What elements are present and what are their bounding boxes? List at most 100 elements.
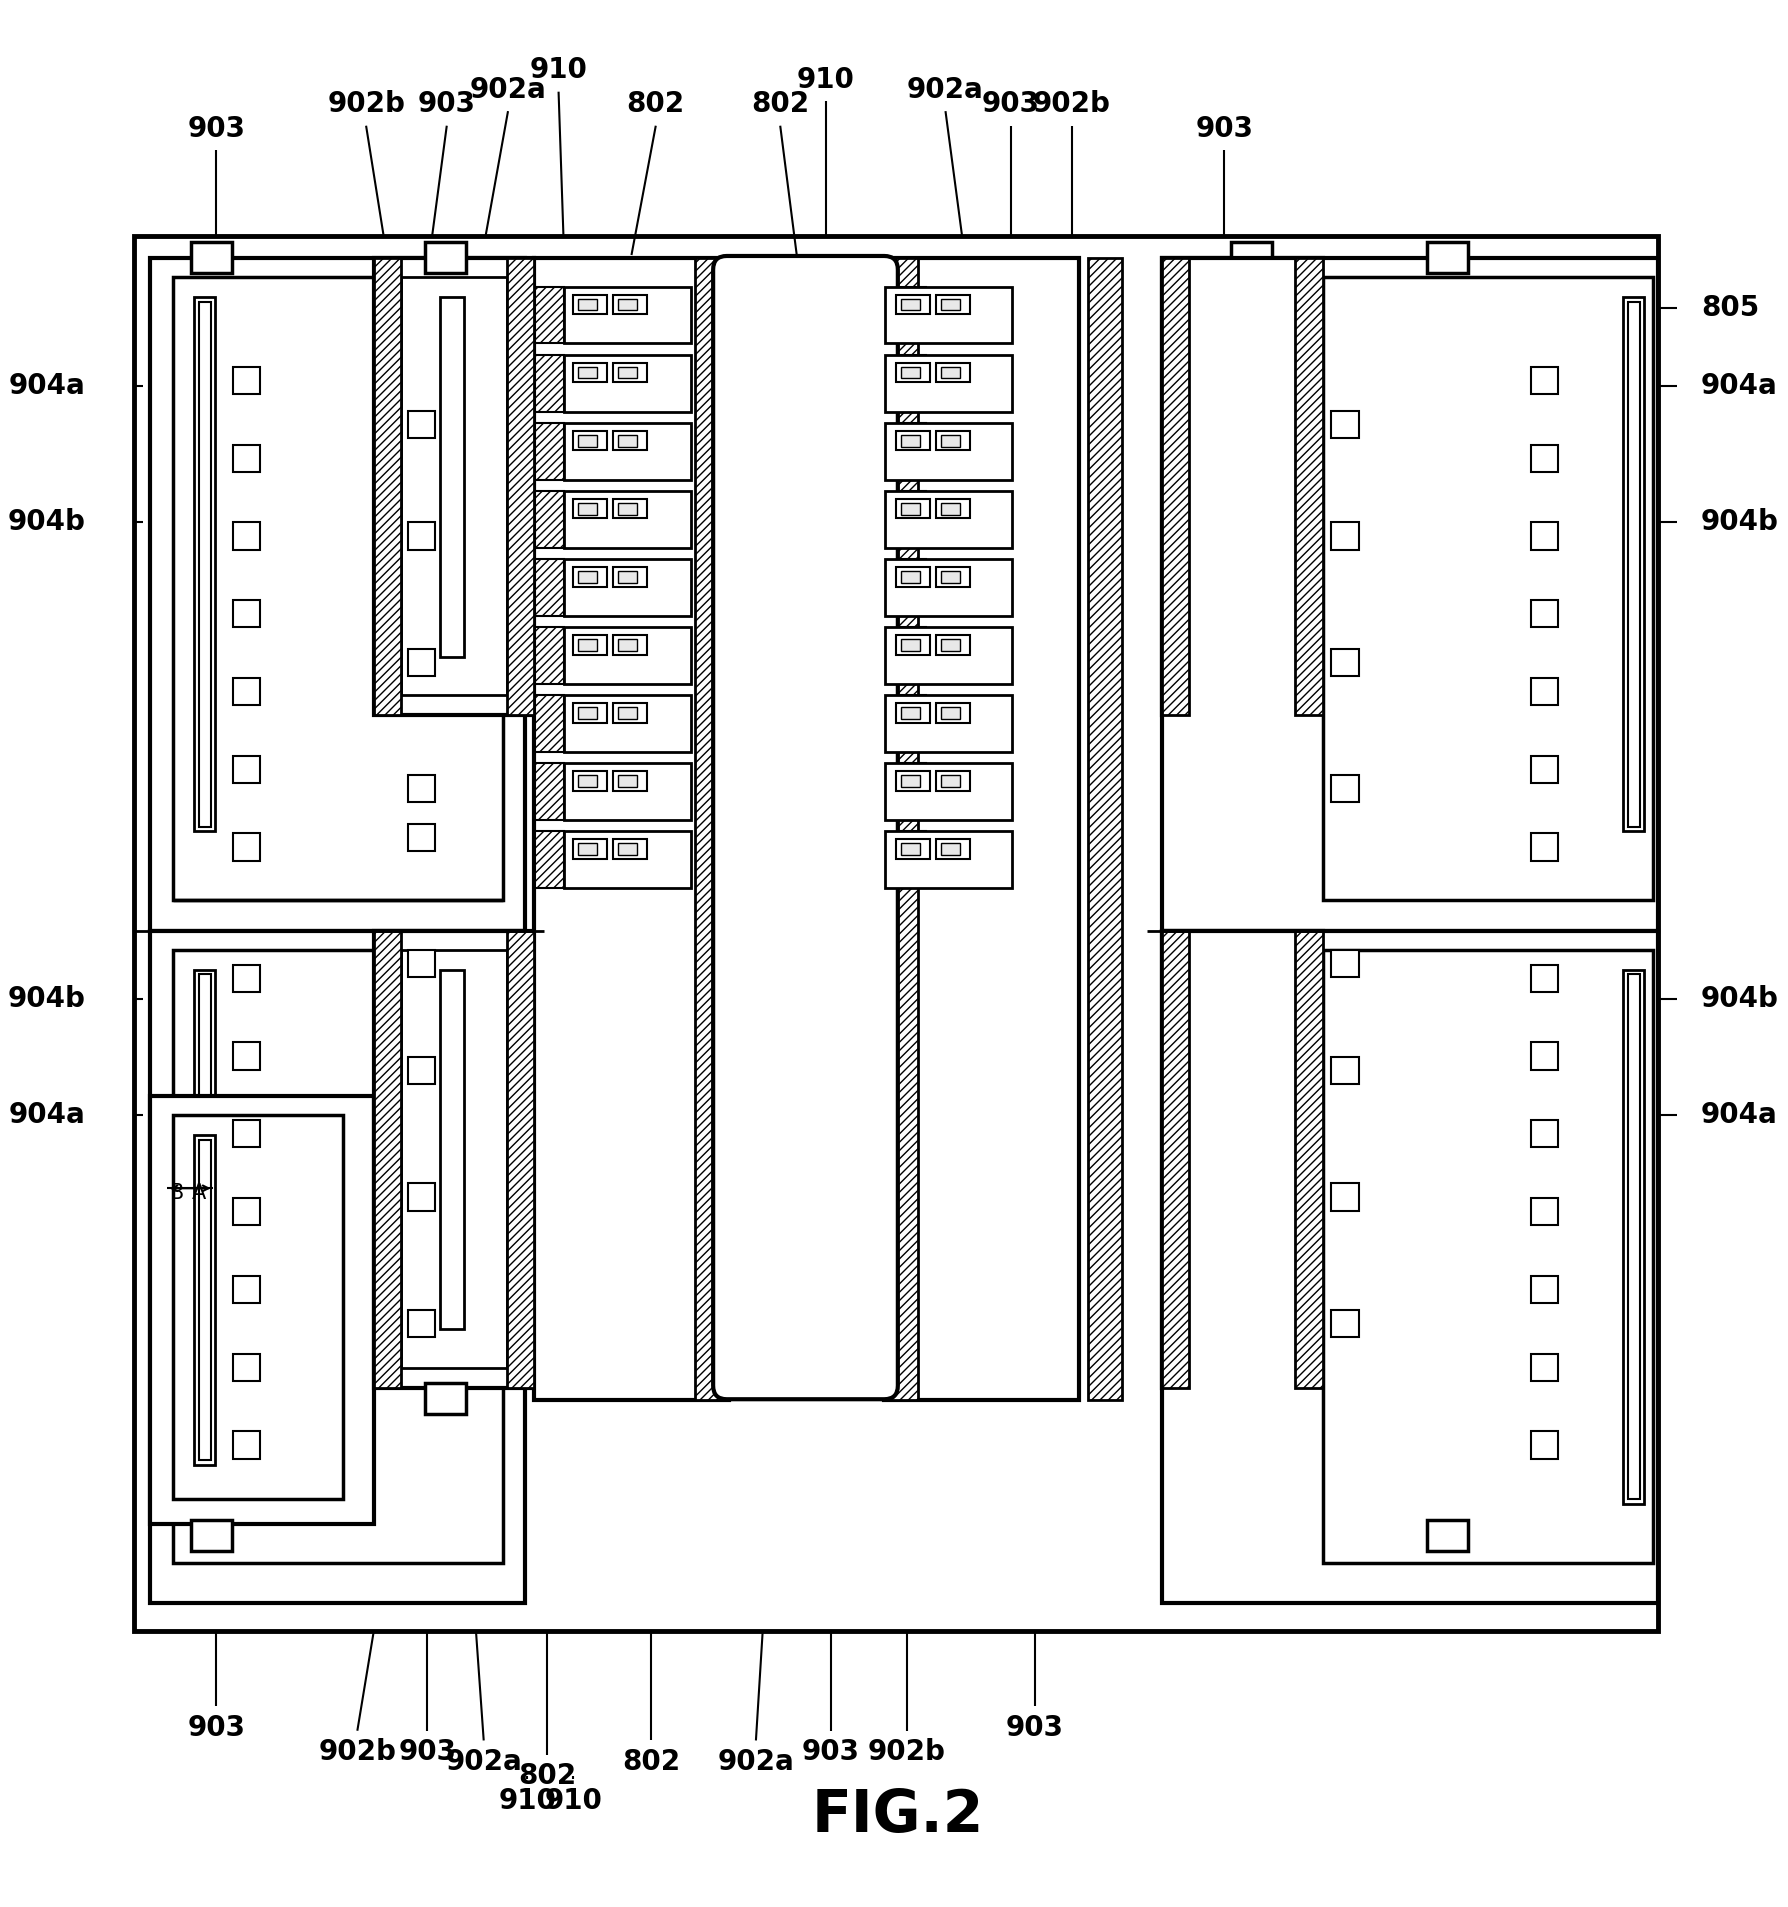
Text: 902a: 902a bbox=[907, 76, 983, 103]
Bar bbox=[535, 492, 565, 547]
Bar bbox=[1232, 242, 1271, 273]
Bar bbox=[535, 763, 565, 820]
Bar bbox=[1332, 648, 1359, 675]
Bar bbox=[1531, 1119, 1557, 1148]
Bar bbox=[574, 704, 608, 723]
Bar bbox=[578, 435, 597, 446]
Bar bbox=[940, 639, 960, 650]
Bar bbox=[935, 770, 969, 791]
Bar bbox=[440, 297, 465, 656]
Bar bbox=[134, 236, 1657, 1630]
Bar bbox=[535, 257, 569, 1400]
Bar bbox=[1531, 444, 1557, 471]
Bar bbox=[1531, 1043, 1557, 1070]
Bar bbox=[574, 431, 608, 450]
Bar bbox=[898, 696, 926, 751]
Bar bbox=[885, 355, 1012, 412]
Bar bbox=[574, 839, 608, 858]
Bar bbox=[195, 1135, 215, 1465]
Bar bbox=[901, 435, 921, 446]
Bar bbox=[613, 635, 647, 654]
Text: 904a: 904a bbox=[9, 1102, 86, 1129]
Text: 910: 910 bbox=[544, 1787, 603, 1815]
Bar bbox=[191, 1520, 232, 1550]
Bar bbox=[619, 774, 637, 788]
Bar bbox=[408, 824, 434, 851]
Bar bbox=[426, 1383, 467, 1413]
Bar bbox=[901, 366, 921, 378]
Text: 904b: 904b bbox=[1700, 509, 1779, 536]
Bar bbox=[1427, 1520, 1468, 1550]
Bar bbox=[619, 570, 637, 584]
Text: 902b: 902b bbox=[1033, 90, 1110, 118]
Bar bbox=[1627, 301, 1640, 826]
Bar bbox=[408, 523, 434, 549]
Bar bbox=[1227, 297, 1252, 656]
Bar bbox=[896, 704, 930, 723]
Bar bbox=[401, 277, 508, 696]
Bar bbox=[935, 566, 969, 587]
Text: FIG.2: FIG.2 bbox=[812, 1787, 983, 1844]
Bar bbox=[1531, 366, 1557, 395]
Bar bbox=[898, 831, 926, 889]
Bar bbox=[232, 601, 259, 627]
Bar bbox=[940, 435, 960, 446]
Bar bbox=[885, 696, 1012, 751]
Bar bbox=[232, 1354, 259, 1381]
Bar bbox=[885, 288, 1012, 343]
Bar bbox=[885, 763, 1012, 820]
Bar bbox=[574, 296, 608, 315]
Bar bbox=[696, 257, 730, 1400]
Text: 902b: 902b bbox=[318, 1737, 397, 1766]
Bar bbox=[535, 559, 565, 616]
Bar bbox=[232, 1432, 259, 1459]
Bar bbox=[574, 770, 608, 791]
Bar bbox=[408, 410, 434, 439]
Bar bbox=[195, 297, 215, 831]
Bar bbox=[885, 423, 1012, 479]
Text: 902a: 902a bbox=[470, 76, 547, 103]
Bar bbox=[1162, 257, 1323, 715]
Bar bbox=[198, 1140, 211, 1461]
Bar bbox=[619, 843, 637, 854]
Bar bbox=[535, 423, 565, 479]
Bar bbox=[896, 839, 930, 858]
Bar bbox=[574, 362, 608, 383]
Text: 903: 903 bbox=[982, 90, 1039, 118]
Bar bbox=[1627, 974, 1640, 1499]
Bar bbox=[535, 355, 565, 412]
Bar bbox=[940, 843, 960, 854]
Bar bbox=[565, 831, 690, 889]
Bar bbox=[565, 288, 690, 343]
Bar bbox=[173, 277, 502, 900]
Bar bbox=[901, 570, 921, 584]
Bar bbox=[1531, 965, 1557, 992]
Bar bbox=[1227, 969, 1252, 1329]
Bar bbox=[613, 770, 647, 791]
Bar bbox=[613, 500, 647, 519]
Bar bbox=[619, 639, 637, 650]
Bar bbox=[935, 635, 969, 654]
Bar bbox=[565, 627, 690, 685]
Bar bbox=[173, 1116, 343, 1499]
Bar bbox=[535, 627, 565, 685]
Bar bbox=[374, 257, 401, 715]
Bar bbox=[565, 763, 690, 820]
Bar bbox=[613, 431, 647, 450]
Bar bbox=[508, 931, 535, 1388]
Text: A: A bbox=[191, 1182, 206, 1203]
Bar bbox=[374, 931, 401, 1388]
Bar bbox=[885, 257, 1078, 1400]
Text: 902a: 902a bbox=[717, 1749, 794, 1775]
Bar bbox=[901, 707, 921, 719]
Bar bbox=[565, 559, 690, 616]
Bar bbox=[508, 257, 535, 715]
Bar bbox=[940, 366, 960, 378]
Bar bbox=[1624, 297, 1645, 831]
Bar bbox=[565, 492, 690, 547]
Bar bbox=[613, 704, 647, 723]
Bar bbox=[578, 774, 597, 788]
Bar bbox=[408, 1056, 434, 1085]
Bar bbox=[619, 503, 637, 515]
Bar bbox=[440, 969, 465, 1329]
